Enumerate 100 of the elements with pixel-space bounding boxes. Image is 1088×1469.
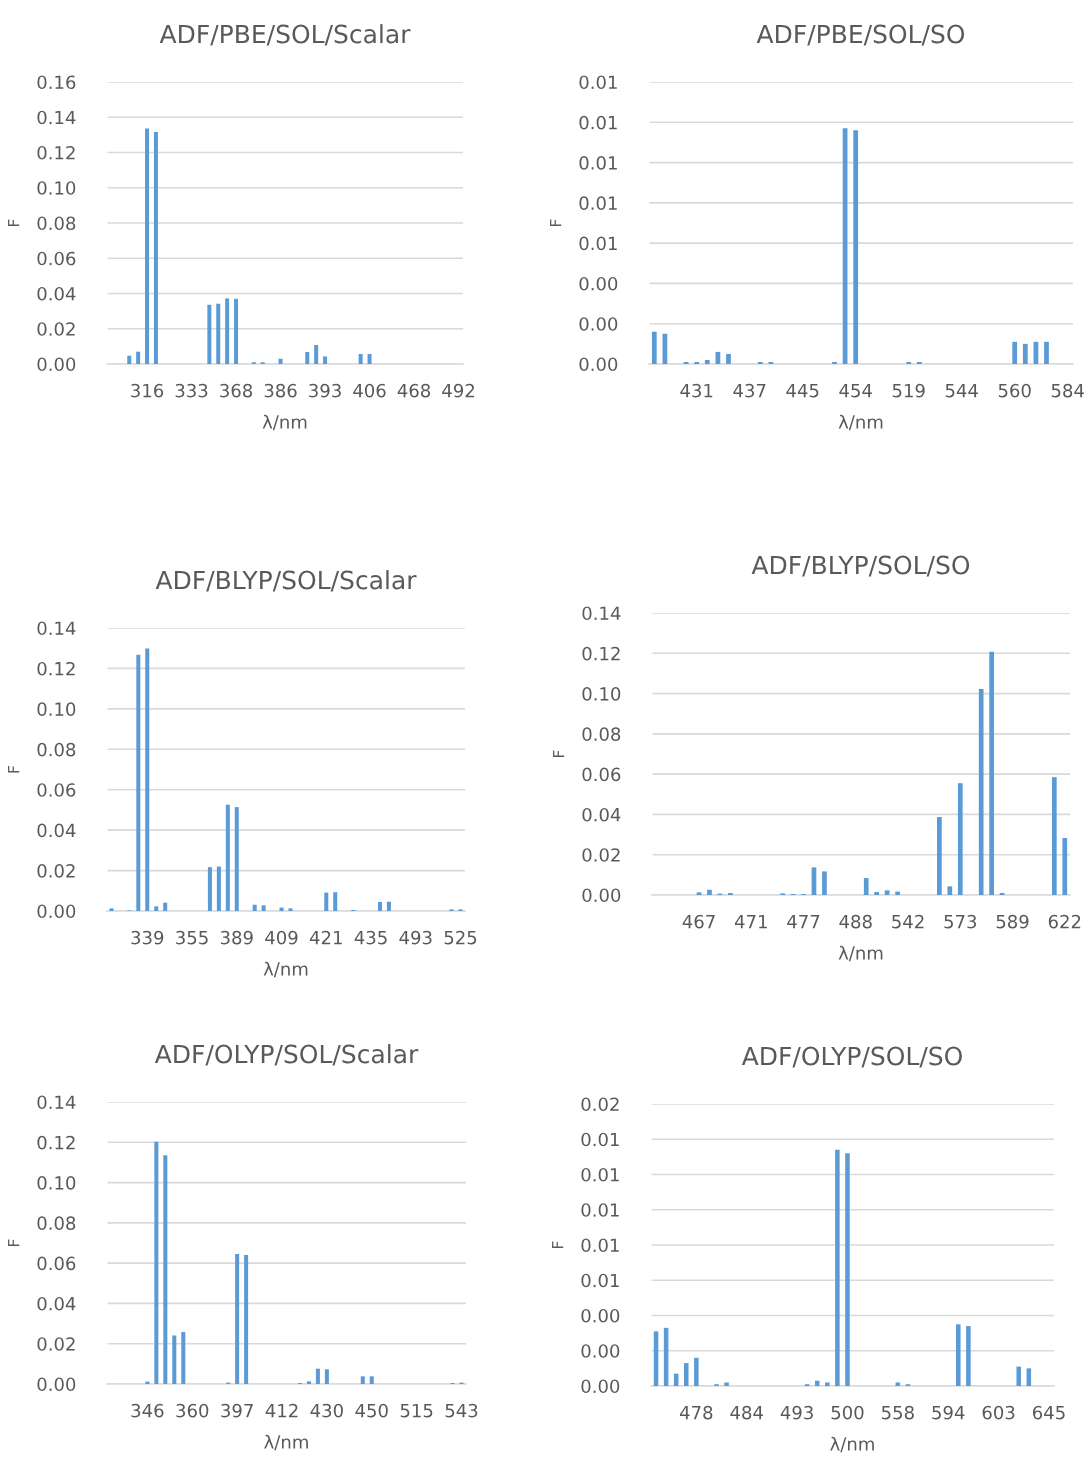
bar xyxy=(225,298,230,364)
y-axis-title: F xyxy=(550,219,562,226)
bar xyxy=(377,901,382,911)
bar xyxy=(109,908,114,911)
bar xyxy=(694,361,700,364)
x-tick-label: 421 xyxy=(309,930,342,945)
chart-title: ADF/OLYP/SOL/SO xyxy=(741,1046,962,1068)
bar xyxy=(252,904,257,911)
bar xyxy=(369,1376,374,1384)
bar xyxy=(853,130,859,364)
y-tick-label: 0.14 xyxy=(37,110,76,125)
y-tick-label: 0.01 xyxy=(579,236,617,251)
bar xyxy=(845,1153,850,1386)
bar xyxy=(956,1324,961,1386)
y-tick-label: 0.06 xyxy=(37,783,76,797)
y-tick-label: 0.00 xyxy=(579,276,618,291)
y-tick-label: 0.08 xyxy=(37,1216,76,1230)
bar xyxy=(181,1332,186,1384)
y-tick-label: 0.00 xyxy=(37,904,76,919)
y-tick-label: 0.00 xyxy=(582,888,621,903)
y-tick-label: 0.14 xyxy=(37,1095,76,1110)
bar xyxy=(360,1376,365,1384)
y-tick-label: 0.12 xyxy=(582,646,620,661)
y-tick-label: 0.10 xyxy=(37,702,76,716)
x-tick-label: 584 xyxy=(1051,383,1084,398)
bar xyxy=(863,878,869,895)
x-tick-label: 435 xyxy=(354,930,387,945)
x-axis-title: λ/nm xyxy=(263,961,308,978)
bar xyxy=(1044,341,1049,364)
x-tick-label: 431 xyxy=(680,383,713,398)
bar xyxy=(306,1381,311,1384)
y-tick-label: 0.04 xyxy=(37,823,76,838)
chart-title: ADF/BLYP/SOL/SO xyxy=(751,555,970,577)
y-tick-label: 0.04 xyxy=(582,807,621,822)
y-axis-title: F xyxy=(8,219,20,226)
bar xyxy=(978,688,984,895)
bar xyxy=(244,1254,249,1384)
bar xyxy=(832,361,837,364)
bar xyxy=(333,892,338,911)
x-tick-label: 406 xyxy=(353,383,386,398)
bar xyxy=(957,783,963,895)
x-tick-label: 544 xyxy=(945,384,978,398)
x-tick-label: 386 xyxy=(264,383,297,398)
x-tick-label: 471 xyxy=(734,915,767,929)
x-tick-label: 445 xyxy=(786,384,819,398)
x-tick-label: 645 xyxy=(1032,1405,1065,1420)
bar xyxy=(947,886,953,895)
y-tick-label: 0.06 xyxy=(37,251,76,266)
x-tick-label: 360 xyxy=(176,1403,209,1418)
y-tick-label: 0.01 xyxy=(579,156,617,170)
x-tick-label: 393 xyxy=(309,383,341,398)
x-tick-label: 542 xyxy=(892,914,924,929)
bar xyxy=(358,353,363,364)
y-axis-title: F xyxy=(8,765,20,773)
bar xyxy=(207,867,212,911)
bar xyxy=(216,303,221,364)
bar xyxy=(225,804,230,911)
x-tick-label: 484 xyxy=(730,1405,763,1420)
chart-title: ADF/PBE/SOL/SO xyxy=(756,24,965,46)
x-tick-label: 346 xyxy=(131,1403,164,1418)
bar xyxy=(136,351,141,364)
x-tick-label: 450 xyxy=(355,1403,388,1418)
bar xyxy=(216,866,221,911)
bar xyxy=(153,131,158,364)
y-tick-label: 0.10 xyxy=(37,181,76,195)
x-tick-label: 493 xyxy=(780,1405,813,1420)
bar xyxy=(163,902,168,911)
bar xyxy=(145,648,150,911)
bar xyxy=(726,353,731,364)
y-tick-label: 0.01 xyxy=(579,196,617,210)
bar xyxy=(305,352,310,364)
bar xyxy=(154,1141,159,1384)
x-tick-label: 339 xyxy=(131,930,164,945)
y-tick-label: 0.02 xyxy=(37,864,75,878)
x-tick-label: 560 xyxy=(998,383,1031,398)
chart-title: ADF/PBE/SOL/Scalar xyxy=(159,24,411,46)
y-axis-title: F xyxy=(8,1239,20,1246)
x-tick-label: 316 xyxy=(131,383,164,398)
x-tick-label: 603 xyxy=(982,1405,1015,1420)
bar xyxy=(694,1357,699,1386)
x-tick-label: 478 xyxy=(679,1405,713,1420)
y-tick-label: 0.00 xyxy=(37,357,76,372)
bar xyxy=(136,654,141,911)
x-tick-label: 437 xyxy=(733,383,766,398)
bar xyxy=(324,1369,329,1384)
bar xyxy=(966,1326,971,1386)
bar xyxy=(684,1363,689,1386)
bar xyxy=(1051,777,1057,895)
bar xyxy=(916,361,922,364)
bar xyxy=(207,304,212,364)
bar xyxy=(278,358,283,364)
bar xyxy=(315,1368,320,1384)
bar xyxy=(172,1335,177,1384)
x-axis-title: λ/nm xyxy=(264,1434,308,1451)
x-tick-label: 525 xyxy=(444,930,477,945)
bar xyxy=(704,359,710,364)
y-tick-label: 0.02 xyxy=(37,322,75,336)
x-tick-label: 468 xyxy=(397,383,431,398)
x-tick-label: 333 xyxy=(175,383,208,398)
bar xyxy=(728,892,733,895)
